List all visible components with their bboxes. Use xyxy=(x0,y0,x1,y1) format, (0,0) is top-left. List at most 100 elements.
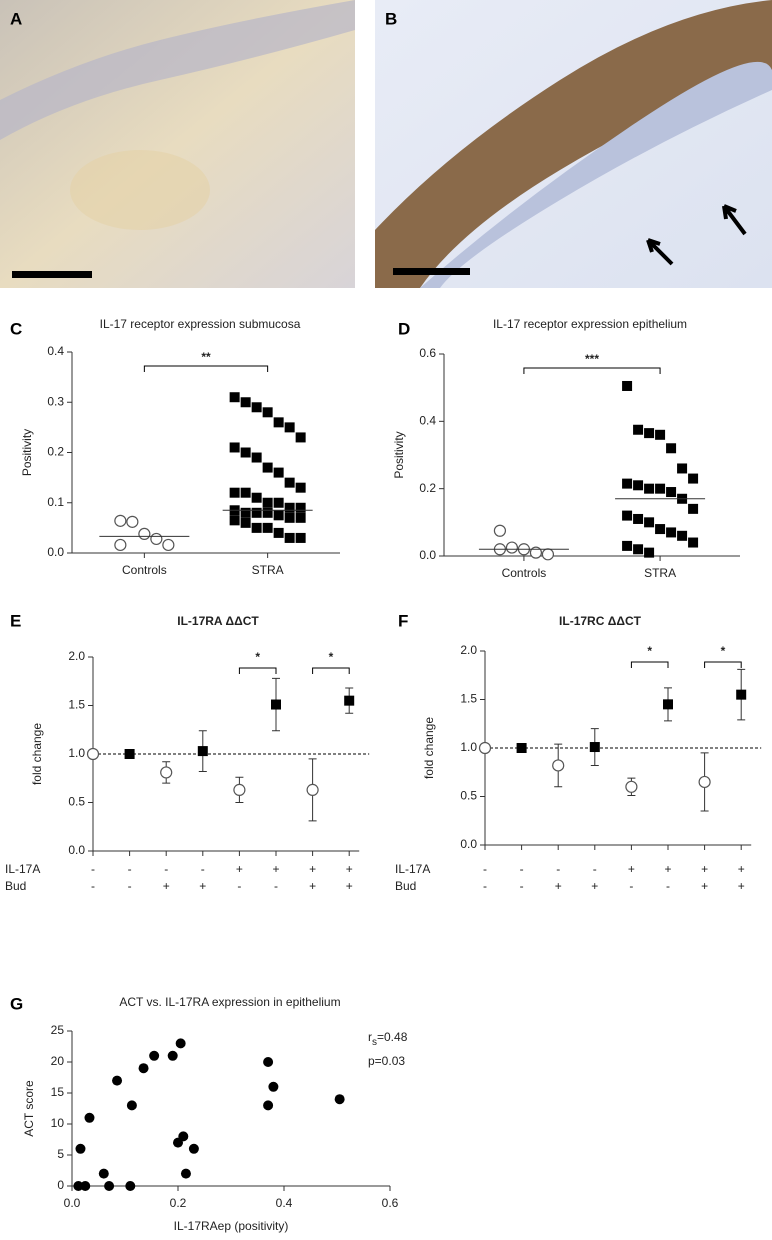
condition-sign: - xyxy=(237,879,241,893)
condition-sign: - xyxy=(128,879,132,893)
point xyxy=(688,537,699,548)
condition-sign: - xyxy=(483,879,487,893)
point xyxy=(334,1094,345,1105)
condition-sign: + xyxy=(309,862,316,876)
significance-bracket xyxy=(523,367,661,374)
point xyxy=(663,699,673,710)
point xyxy=(644,517,655,528)
y-tick-label: 0.0 xyxy=(460,837,477,851)
point xyxy=(104,1181,115,1191)
point xyxy=(178,1131,189,1142)
annotation-text: r xyxy=(368,1030,372,1044)
y-tick-label: 0.2 xyxy=(419,481,436,495)
condition-sign: - xyxy=(91,879,95,893)
y-tick-label: 0.3 xyxy=(47,394,64,408)
condition-sign: - xyxy=(164,862,168,876)
point xyxy=(251,452,262,463)
condition-sign: - xyxy=(274,879,278,893)
point xyxy=(73,1181,84,1191)
point xyxy=(251,402,262,413)
row-label: Bud xyxy=(395,879,416,893)
point xyxy=(284,532,295,543)
x-tick-label: 0.0 xyxy=(64,1196,81,1210)
point xyxy=(655,483,666,494)
point xyxy=(622,510,633,521)
panel-label: G xyxy=(10,994,23,1013)
point xyxy=(622,478,633,489)
chart-title: IL-17RA ΔΔCT xyxy=(177,614,259,628)
y-tick-label: 1.0 xyxy=(68,746,85,760)
condition-sign: - xyxy=(520,879,524,893)
point xyxy=(625,780,638,793)
point xyxy=(262,522,273,533)
x-tick-label: 0.6 xyxy=(382,1196,399,1210)
point xyxy=(493,524,507,537)
point xyxy=(284,512,295,523)
y-tick-label: 0.0 xyxy=(419,548,436,562)
point xyxy=(125,1181,136,1191)
point xyxy=(188,1143,199,1154)
y-tick-label: 2.0 xyxy=(460,643,477,657)
point xyxy=(655,524,666,535)
point xyxy=(666,487,677,498)
y-axis-label: fold change xyxy=(30,723,44,785)
point xyxy=(633,513,644,524)
condition-sign: + xyxy=(738,862,745,876)
y-tick-label: 0.4 xyxy=(47,344,64,358)
point xyxy=(644,547,655,558)
y-axis-label: fold change xyxy=(422,717,436,779)
point xyxy=(295,512,306,523)
point xyxy=(478,741,492,755)
point xyxy=(273,497,284,508)
panel-label: B xyxy=(385,9,397,28)
point xyxy=(622,540,633,551)
condition-sign: - xyxy=(483,862,487,876)
condition-sign: - xyxy=(666,879,670,893)
point xyxy=(75,1143,86,1154)
panel-label: E xyxy=(10,611,21,630)
condition-sign: - xyxy=(629,879,633,893)
condition-sign: + xyxy=(309,879,316,893)
point xyxy=(84,1112,95,1123)
point xyxy=(229,515,240,526)
point xyxy=(306,783,319,796)
point xyxy=(344,695,355,706)
condition-sign: + xyxy=(346,862,353,876)
x-tick-label: STRA xyxy=(644,566,676,580)
point xyxy=(262,497,273,508)
significance-bracket xyxy=(312,667,350,674)
condition-sign: - xyxy=(593,862,597,876)
chart-title: IL-17 receptor expression epithelium xyxy=(493,317,687,331)
point xyxy=(516,743,527,753)
point xyxy=(273,510,284,521)
condition-sign: - xyxy=(556,862,560,876)
point xyxy=(162,538,175,552)
point xyxy=(677,530,688,541)
point xyxy=(229,487,240,498)
point xyxy=(263,1100,274,1111)
point xyxy=(644,483,655,494)
point xyxy=(86,747,100,761)
significance-label: ** xyxy=(201,350,211,364)
point xyxy=(229,442,240,453)
annotation: p=0.03 xyxy=(368,1054,405,1068)
point xyxy=(633,480,644,491)
row-label: IL-17A xyxy=(5,862,40,876)
point xyxy=(677,463,688,474)
condition-sign: - xyxy=(201,862,205,876)
condition-sign: + xyxy=(591,879,598,893)
significance-label: * xyxy=(721,644,726,658)
panel-label: D xyxy=(398,319,410,338)
significance-label: *** xyxy=(585,352,599,366)
point xyxy=(98,1168,109,1179)
condition-sign: + xyxy=(628,862,635,876)
point xyxy=(114,538,127,552)
point xyxy=(126,1100,137,1111)
y-tick-label: 5 xyxy=(57,1147,64,1161)
point xyxy=(251,522,262,533)
x-tick-label: Controls xyxy=(502,566,547,580)
point xyxy=(240,517,251,528)
x-tick-label: Controls xyxy=(122,563,167,577)
point xyxy=(644,428,655,439)
point xyxy=(150,532,163,546)
